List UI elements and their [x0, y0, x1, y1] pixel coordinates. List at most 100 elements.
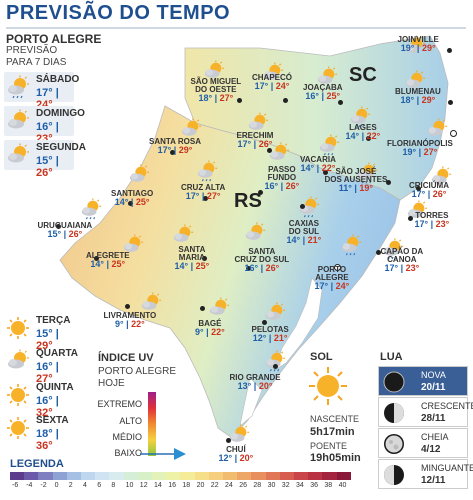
city-marker	[258, 190, 263, 195]
sun-cloud-icon	[208, 297, 230, 317]
forecast-label: PREVISÃO	[6, 45, 58, 56]
min-temp: 12°	[218, 453, 233, 463]
sun-cloud-icon	[6, 349, 30, 373]
legend-tick-label: 40	[338, 482, 347, 489]
city-marker	[448, 100, 453, 105]
city-name: ALEGRE	[315, 273, 349, 282]
day-name: TERÇA	[36, 315, 71, 326]
city-temps: 13° | 20°	[237, 381, 273, 391]
sun-cloud-rain-icon	[6, 75, 30, 99]
city-cap-o-da-canoa: CAPÃO DA CANOA 17° | 23°	[380, 247, 424, 273]
city-livramento: LIVRAMENTO 9° | 22°	[104, 312, 157, 329]
city-porto-alegre: PORTO ALEGRE 17° | 24°	[315, 266, 350, 291]
city-temps: 14° | 25°	[114, 197, 150, 207]
max-temp: 22°	[211, 327, 225, 337]
city-vacaria: VACARIA 14° | 22°	[300, 156, 336, 173]
day-forecast: TERÇA 15° | 29°	[4, 313, 74, 352]
city-temps: 17° | 24°	[254, 81, 290, 91]
sun-cloud-rain-icon	[349, 106, 371, 128]
day-name: SÁBADO	[36, 74, 80, 85]
city-chu-: CHUÍ 12° | 20°	[218, 446, 254, 463]
max-temp: 36°	[36, 440, 53, 452]
city-marker	[246, 266, 251, 271]
max-temp: 27°	[36, 373, 53, 385]
max-temp: 22°	[366, 131, 381, 141]
moon-phase-name: CHEIA	[421, 432, 449, 442]
last-quarter-moon-icon	[383, 464, 405, 486]
sun-cloud-icon	[228, 424, 250, 444]
min-temp: 9°	[114, 319, 124, 329]
city-name: LAGES	[349, 123, 377, 132]
sun-cloud-icon	[262, 62, 284, 82]
max-temp: 24°	[275, 81, 290, 91]
city-marker	[447, 48, 452, 53]
moon-phase-name: MINGUANTE	[421, 463, 473, 473]
max-temp: 19°	[359, 183, 374, 193]
day-temps: 16° | 27°	[36, 361, 59, 385]
city-uruguaiana: URUGUAIANA 15° | 26°	[38, 222, 93, 239]
city-temps: 19° | 27°	[402, 147, 438, 157]
city-alegrete: ALEGRETE 14° | 25°	[86, 251, 130, 269]
moon-phase-date: 4/12	[421, 444, 441, 455]
city-s-o-jos-dos-ausentes: SÃO JOSÉ DOS AUSENTES 11° | 19°	[325, 168, 388, 193]
sun-cloud-icon	[247, 112, 269, 132]
max-temp: 23°	[405, 263, 420, 273]
city-name: CHAPECÓ	[252, 73, 293, 82]
legend-swatch	[137, 472, 153, 480]
min-temp: 14°	[174, 261, 189, 271]
forecast-period: PARA 7 DIAS	[6, 57, 67, 68]
city-name: DO SUL	[288, 227, 319, 236]
legend-swatch	[109, 472, 125, 480]
city-name: JOINVILLE	[397, 35, 439, 44]
city-name: ALEGRETE	[86, 251, 130, 260]
city-temps: 18° | 29°	[400, 95, 436, 105]
legend-tick-label: 32	[281, 482, 290, 489]
max-temp: 20°	[239, 453, 254, 463]
legend-swatch	[294, 472, 309, 480]
city-temps: 14° | 22°	[345, 131, 381, 141]
min-temp: 13°	[237, 381, 252, 391]
city-name: CAPÃO DA	[380, 247, 424, 256]
city-temps: 9° | 22°	[195, 327, 225, 337]
city-joa-aba: JOAÇABA 16° | 25°	[303, 84, 343, 101]
min-temp: 17°	[384, 263, 399, 273]
day-forecast: QUARTA 16° | 27°	[4, 346, 78, 385]
min-temp: 17°	[414, 219, 429, 229]
city-florian-polis: FLORIANÓPOLIS 19° | 27°	[387, 140, 453, 157]
city-erechim: ERECHIM 17° | 26°	[236, 131, 274, 149]
city-marker	[56, 224, 61, 229]
min-temp: 12°	[252, 333, 267, 343]
min-temp: 11°	[338, 183, 352, 193]
city-marker	[300, 204, 305, 209]
day-temps: 18° | 36°	[36, 428, 59, 452]
lagoon-mirim-shape	[239, 377, 263, 427]
day-forecast: SÁBADO 17° | 24°	[4, 72, 79, 111]
min-temp: 14°	[90, 259, 105, 269]
city-name: CRICIÚMA	[409, 181, 449, 190]
legend-tick-label: 2	[68, 482, 73, 489]
max-temp: 29°	[421, 95, 436, 105]
city-temps: 15° | 26°	[47, 229, 83, 239]
legend-swatch	[208, 472, 224, 480]
max-temp: 24°	[335, 281, 350, 291]
city-name: BAGÉ	[198, 319, 222, 328]
city-name: ERECHIM	[236, 131, 274, 140]
min-temp: 17°	[185, 191, 200, 201]
legend-tick-label: 26	[239, 482, 247, 489]
min-temp: 17°	[237, 139, 252, 149]
max-temp: 29°	[178, 145, 193, 155]
city-temps: 9° | 22°	[114, 319, 145, 329]
sun-cloud-rain-icon	[80, 198, 102, 220]
min-temp: 19°	[402, 147, 417, 157]
city-temps: 14° | 25°	[174, 261, 210, 271]
day-name: QUINTA	[36, 382, 74, 393]
uv-level-baixo: BAIXO	[114, 448, 142, 458]
legend-swatch	[52, 472, 68, 480]
city-marker	[203, 196, 208, 201]
day-forecast: SEGUNDA 15° | 26°	[4, 140, 86, 179]
city-name: CAXIAS	[288, 219, 319, 228]
sun-cloud-icon	[264, 302, 286, 322]
max-temp: 21°	[307, 235, 322, 245]
legend-swatch	[81, 472, 96, 480]
city-marker	[376, 250, 381, 255]
